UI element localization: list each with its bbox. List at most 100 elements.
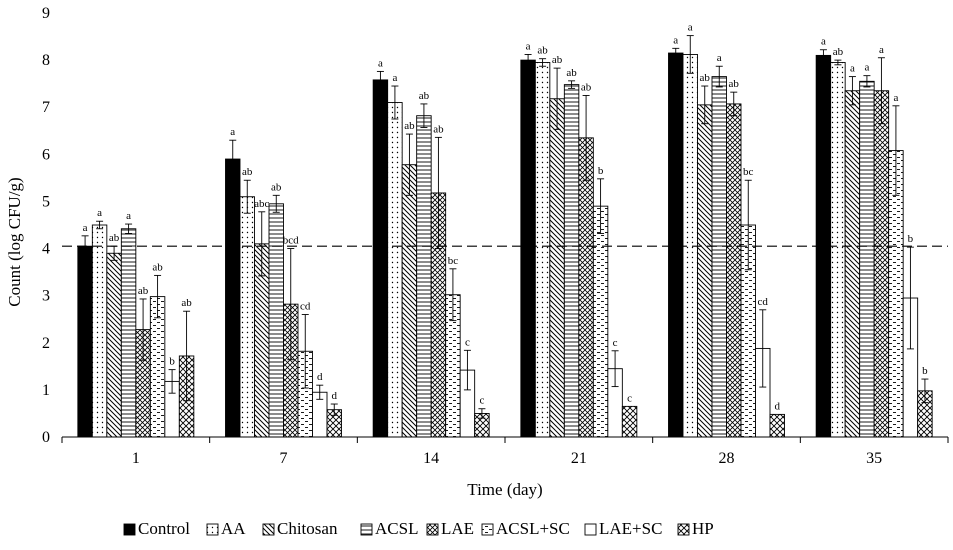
x-tick-label: 28 — [719, 450, 735, 467]
legend-label: Chitosan — [277, 519, 338, 538]
significance-label: a — [821, 36, 826, 48]
x-axis-title: Time (day) — [467, 480, 542, 499]
significance-label: ab — [552, 54, 563, 66]
y-tick-label: 4 — [42, 241, 50, 258]
significance-label: a — [378, 57, 383, 69]
legend-swatch — [677, 523, 690, 536]
bar — [726, 103, 742, 438]
x-tick-label: 14 — [423, 450, 439, 467]
significance-label: a — [83, 222, 88, 234]
legend-swatch — [584, 523, 597, 536]
significance-label: abc — [254, 198, 269, 210]
significance-label: a — [893, 92, 898, 104]
bar — [91, 224, 108, 438]
significance-label: ab — [404, 120, 415, 132]
significance-label: bc — [743, 166, 754, 178]
significance-label: a — [864, 62, 869, 74]
y-tick-label: 6 — [42, 146, 50, 163]
bar — [77, 245, 93, 438]
significance-label: c — [479, 395, 484, 407]
significance-label: ab — [109, 232, 120, 244]
significance-label: d — [775, 400, 781, 412]
bar — [711, 76, 727, 438]
bar — [416, 115, 432, 438]
significance-label: a — [97, 207, 102, 219]
y-tick-label: 5 — [42, 193, 50, 210]
significance-label: ab — [181, 297, 192, 309]
bar — [106, 252, 122, 438]
legend-label: HP — [692, 519, 714, 538]
significance-label: cd — [300, 301, 311, 313]
significance-label: ab — [566, 67, 577, 79]
y-tick-label: 0 — [42, 429, 50, 446]
significance-label: b — [908, 233, 914, 245]
bar — [520, 59, 536, 438]
bar — [859, 80, 875, 438]
bar — [844, 90, 861, 438]
legend-label: ACSL — [375, 519, 418, 538]
significance-label: ab — [242, 166, 253, 178]
bar — [578, 137, 594, 438]
bar — [563, 84, 580, 438]
significance-label: ab — [138, 285, 149, 297]
significance-label: a — [688, 22, 693, 34]
significance-label: b — [169, 356, 175, 368]
y-tick-label: 7 — [42, 99, 50, 116]
significance-label: a — [392, 72, 397, 84]
significance-label: a — [526, 40, 531, 52]
significance-label: ab — [729, 78, 740, 90]
significance-label: c — [613, 337, 618, 349]
legend-label: LAE+SC — [599, 519, 662, 538]
bar — [830, 62, 846, 438]
bar — [549, 98, 565, 438]
y-tick-label: 8 — [42, 52, 50, 69]
significance-label: ab — [700, 72, 711, 84]
x-tick-label: 35 — [866, 450, 882, 467]
significance-label: b — [922, 365, 928, 377]
significance-label: c — [627, 392, 632, 404]
bar — [387, 102, 403, 438]
bar — [668, 52, 684, 438]
legend-label: LAE — [441, 519, 474, 538]
significance-label: ab — [152, 261, 163, 273]
legend-label: ACSL+SC — [496, 519, 570, 538]
y-tick-label: 9 — [42, 5, 50, 22]
y-tick-label: 3 — [42, 288, 50, 305]
legend-swatch — [206, 523, 219, 536]
significance-label: ab — [537, 45, 548, 57]
significance-label: bc — [448, 255, 459, 267]
legend-label: Control — [138, 519, 190, 538]
legend-swatch — [426, 523, 439, 536]
significance-label: a — [673, 34, 678, 46]
significance-label: cd — [758, 296, 769, 308]
bar — [225, 158, 241, 438]
bar — [372, 79, 389, 438]
x-axis: 1 7 14 21 28 35 — [61, 436, 949, 467]
significance-label: ab — [833, 46, 844, 58]
bar — [769, 413, 785, 438]
legend-label: AA — [221, 519, 246, 538]
significance-label: c — [465, 336, 470, 348]
significance-label: a — [850, 63, 855, 75]
y-tick-label: 1 — [42, 382, 50, 399]
bar — [534, 62, 551, 438]
bar — [592, 205, 609, 438]
significance-label: ab — [419, 90, 430, 102]
significance-label: a — [230, 126, 235, 138]
bar — [873, 90, 890, 438]
bar — [697, 104, 713, 438]
significance-label: ab — [433, 123, 444, 135]
y-tick-label: 2 — [42, 335, 50, 352]
significance-label: d — [317, 371, 323, 383]
y-axis: 0 1 2 3 4 5 6 7 8 9 — [42, 5, 50, 446]
bar — [621, 405, 638, 438]
bar — [268, 203, 284, 438]
significance-label: a — [717, 52, 722, 64]
significance-label: ab — [271, 181, 282, 193]
legend-swatch — [360, 523, 373, 536]
x-tick-label: 7 — [280, 450, 288, 467]
y-axis-title: Count (log CFU/g) — [5, 177, 24, 306]
legend: Control AA Chitosan ACSL LAE ACSL+SC LAE+SC HP — [123, 519, 714, 538]
